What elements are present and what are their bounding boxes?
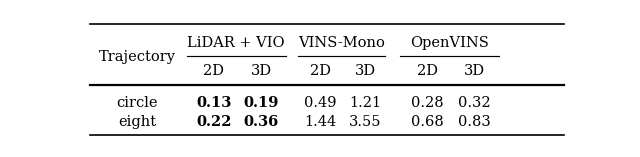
Text: 1.44: 1.44 bbox=[305, 115, 337, 129]
Text: 3.55: 3.55 bbox=[349, 115, 381, 129]
Text: 3D: 3D bbox=[464, 64, 485, 78]
Text: 2D: 2D bbox=[417, 64, 438, 78]
Text: 0.68: 0.68 bbox=[411, 115, 444, 129]
Text: Trajectory: Trajectory bbox=[99, 50, 175, 64]
Text: 0.13: 0.13 bbox=[196, 96, 232, 110]
Text: 0.19: 0.19 bbox=[243, 96, 279, 110]
Text: 0.32: 0.32 bbox=[458, 96, 491, 110]
Text: 0.22: 0.22 bbox=[196, 115, 232, 129]
Text: circle: circle bbox=[116, 96, 158, 110]
Text: LiDAR + VIO: LiDAR + VIO bbox=[188, 36, 285, 50]
Text: 3D: 3D bbox=[355, 64, 376, 78]
Text: 0.28: 0.28 bbox=[411, 96, 444, 110]
Text: eight: eight bbox=[118, 115, 156, 129]
Text: 0.83: 0.83 bbox=[458, 115, 491, 129]
Text: 0.36: 0.36 bbox=[243, 115, 278, 129]
Text: 1.21: 1.21 bbox=[349, 96, 381, 110]
Text: OpenVINS: OpenVINS bbox=[410, 36, 489, 50]
Text: 2D: 2D bbox=[204, 64, 225, 78]
Text: VINS-Mono: VINS-Mono bbox=[298, 36, 385, 50]
Text: 2D: 2D bbox=[310, 64, 331, 78]
Text: 0.49: 0.49 bbox=[304, 96, 337, 110]
Text: 3D: 3D bbox=[250, 64, 271, 78]
